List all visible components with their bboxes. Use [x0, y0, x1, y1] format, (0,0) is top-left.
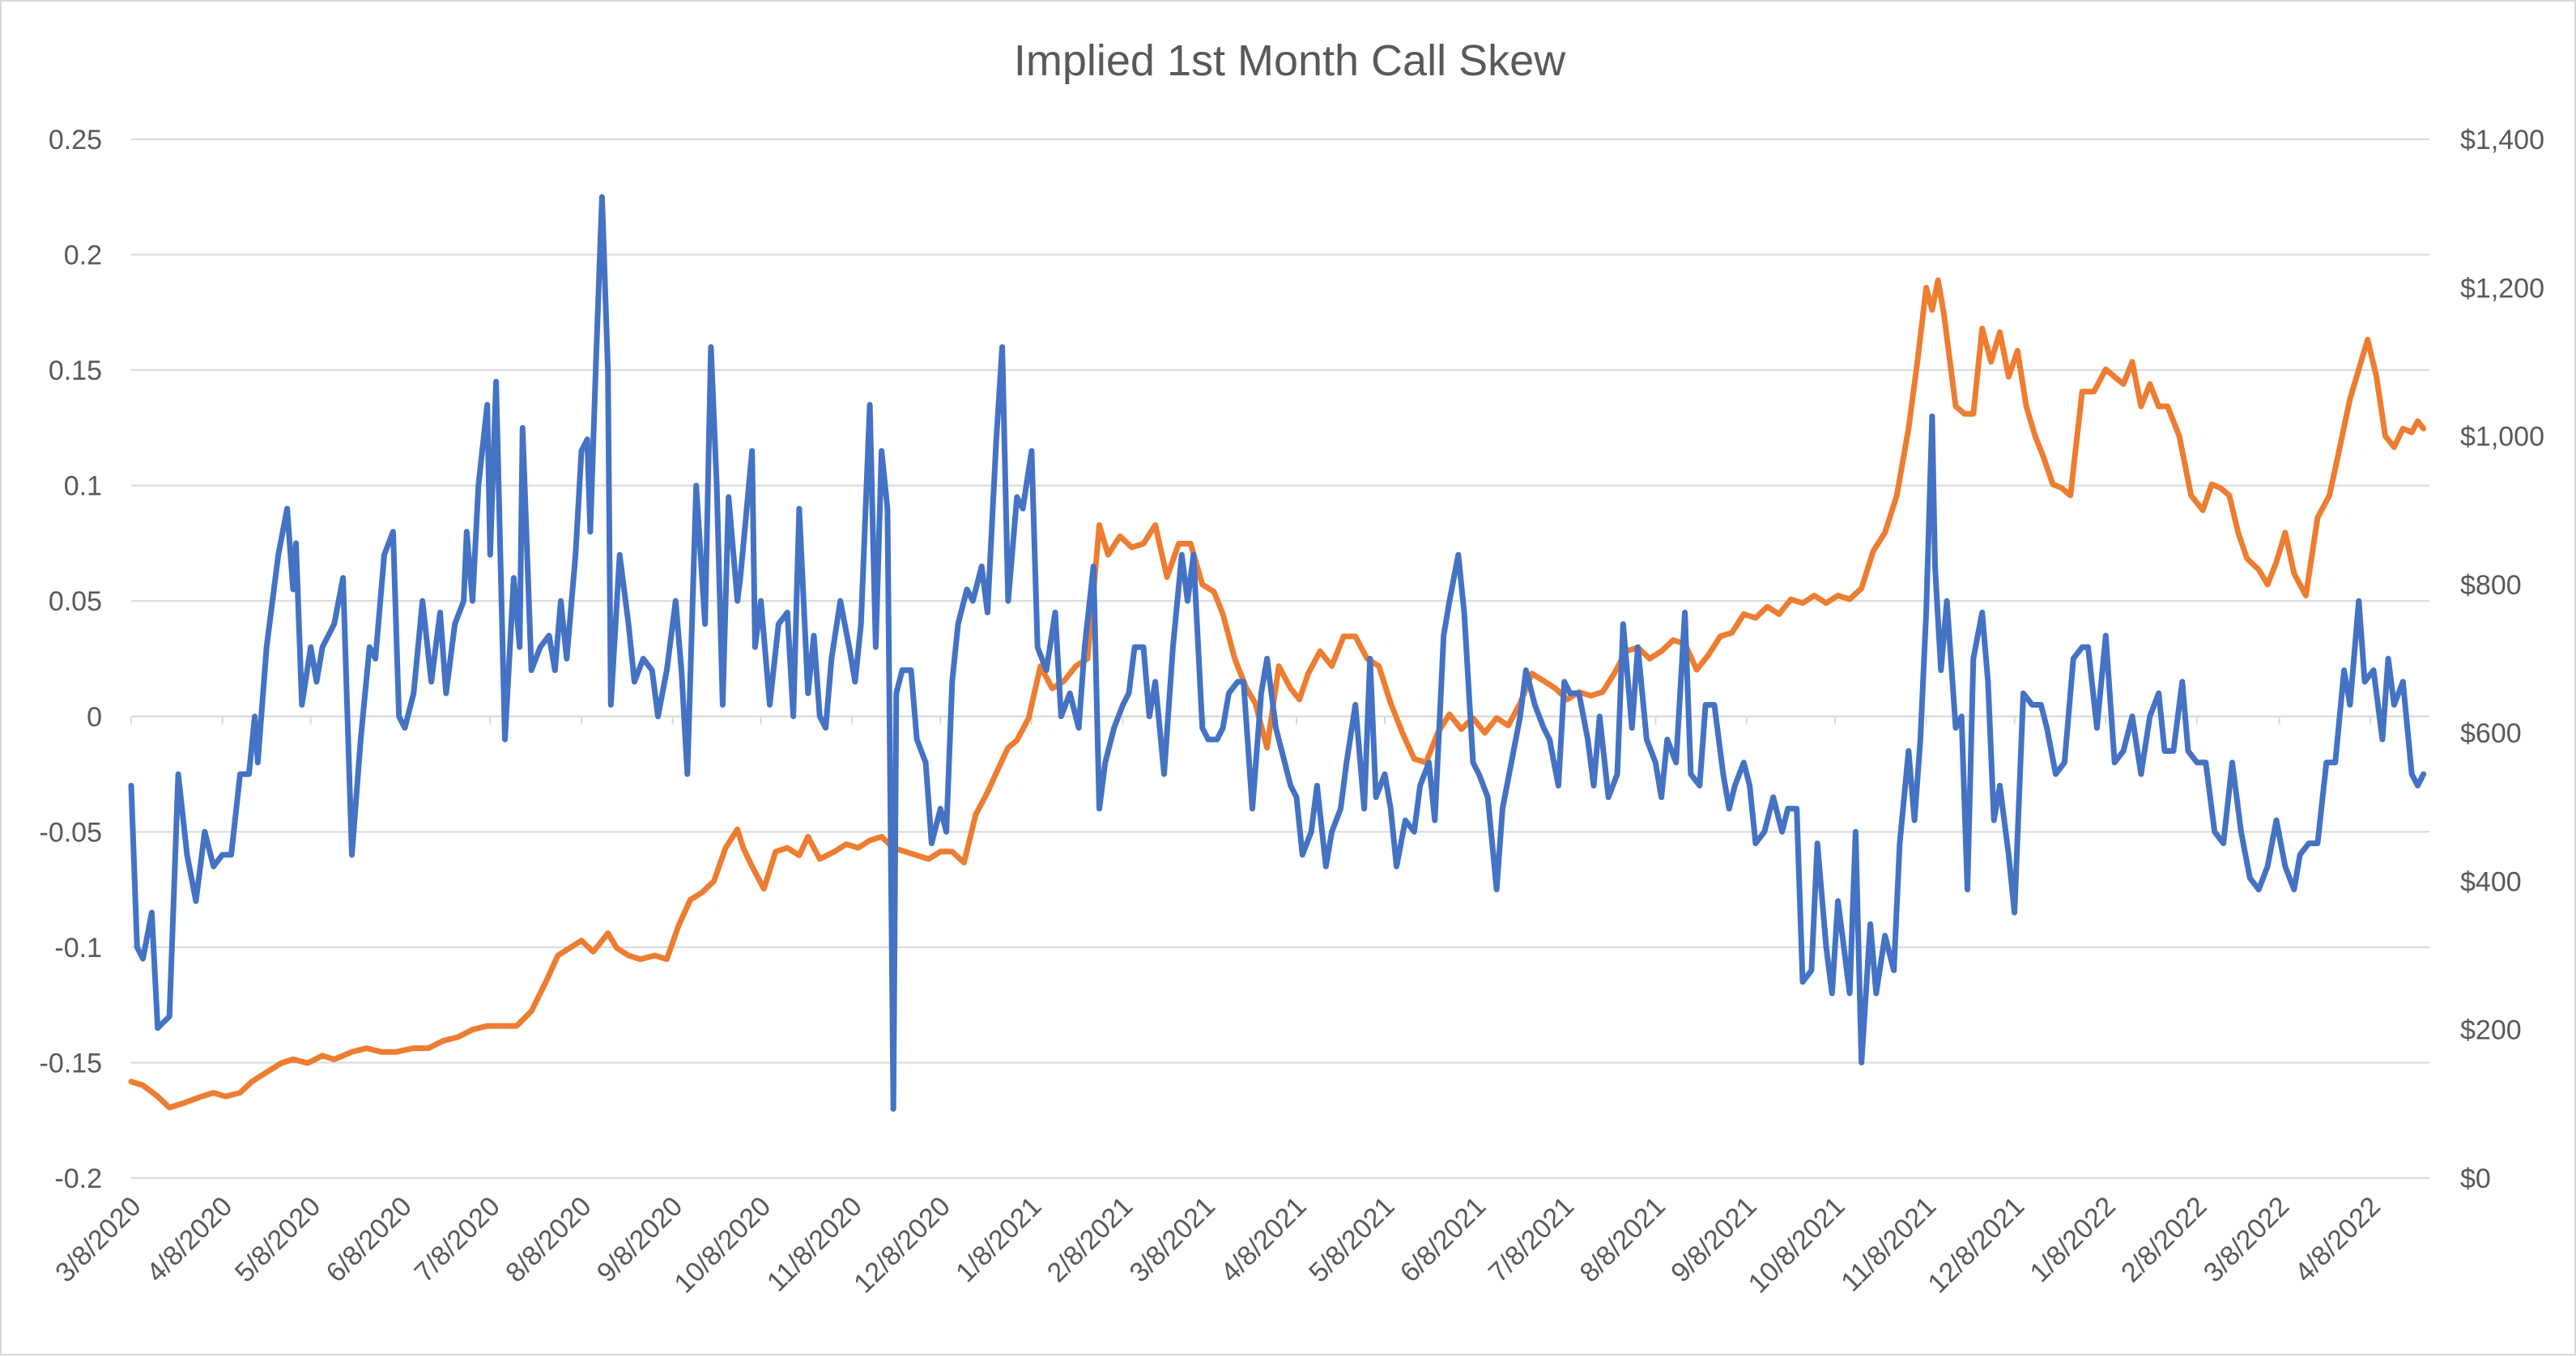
- series-lines: [128, 194, 2427, 1112]
- x-tick-label: 1/8/2021: [950, 1191, 1047, 1288]
- x-tick-label: 3/8/2021: [1124, 1191, 1221, 1288]
- y-left-tick-label: -0.2: [54, 1163, 102, 1194]
- x-tick-label: 12/8/2021: [1922, 1191, 2030, 1300]
- x-tick-label: 10/8/2020: [668, 1191, 777, 1300]
- y-right-tick-label: $1,200: [2460, 273, 2544, 304]
- gridlines: [131, 138, 2429, 1179]
- y-right-tick-label: $400: [2460, 866, 2522, 897]
- y-right-tick-label: $200: [2460, 1015, 2522, 1046]
- x-tick-label: 10/8/2021: [1743, 1191, 1851, 1300]
- y-left-tick-label: 0.05: [49, 586, 102, 617]
- series-line-right-axis: [128, 277, 2427, 1111]
- x-tick-label: 8/8/2020: [500, 1191, 597, 1288]
- y-left-tick-label: -0.1: [54, 933, 102, 964]
- y-left-tick-label: 0.15: [49, 355, 102, 386]
- y-left-tick-label: -0.15: [40, 1048, 103, 1078]
- x-tick-label: 7/8/2021: [1483, 1191, 1580, 1288]
- x-tick-label: 1/8/2022: [2024, 1191, 2121, 1288]
- x-tick-label: 2/8/2021: [1041, 1191, 1139, 1288]
- y-left-tick-label: -0.05: [40, 817, 103, 848]
- series-line-left-axis: [128, 194, 2427, 1112]
- right-axis: $1,400 $1,200 $1,000 $800 $600 $400 $200 $0: [2460, 125, 2544, 1194]
- y-right-tick-label: $1,400: [2460, 125, 2544, 155]
- x-tick-label: 3/8/2020: [49, 1191, 147, 1288]
- y-right-tick-label: $800: [2460, 570, 2522, 601]
- x-tick-label: 3/8/2022: [2198, 1191, 2295, 1288]
- x-tick-label: 12/8/2020: [848, 1191, 956, 1300]
- y-left-tick-label: 0.1: [64, 471, 102, 502]
- x-tick-label: 4/8/2021: [1215, 1191, 1312, 1288]
- x-tick-label: 2/8/2022: [2115, 1191, 2212, 1288]
- x-tick-label: 4/8/2022: [2289, 1191, 2387, 1288]
- chart-title: Implied 1st Month Call Skew: [1013, 36, 1566, 85]
- y-right-tick-label: $1,000: [2460, 422, 2544, 453]
- x-tick-label: 5/8/2020: [229, 1191, 326, 1288]
- x-tick-label: 4/8/2020: [141, 1191, 238, 1288]
- x-tick-label: 7/8/2020: [409, 1191, 506, 1288]
- x-tick-label: 6/8/2020: [321, 1191, 418, 1288]
- y-left-tick-label: 0: [87, 702, 102, 733]
- x-axis: 3/8/20204/8/20205/8/20206/8/20207/8/2020…: [49, 715, 2429, 1300]
- y-right-tick-label: $0: [2460, 1163, 2491, 1194]
- x-tick-label: 5/8/2021: [1303, 1191, 1400, 1288]
- y-right-tick-label: $600: [2460, 718, 2522, 749]
- left-axis: 0.25 0.2 0.15 0.1 0.05 0 -0.05 -0.1 -0.15 -0.2: [40, 125, 103, 1194]
- y-left-tick-label: 0.25: [49, 125, 102, 155]
- x-tick-label: 8/8/2021: [1574, 1191, 1671, 1288]
- x-tick-label: 6/8/2021: [1394, 1191, 1492, 1288]
- y-left-tick-label: 0.2: [64, 240, 102, 271]
